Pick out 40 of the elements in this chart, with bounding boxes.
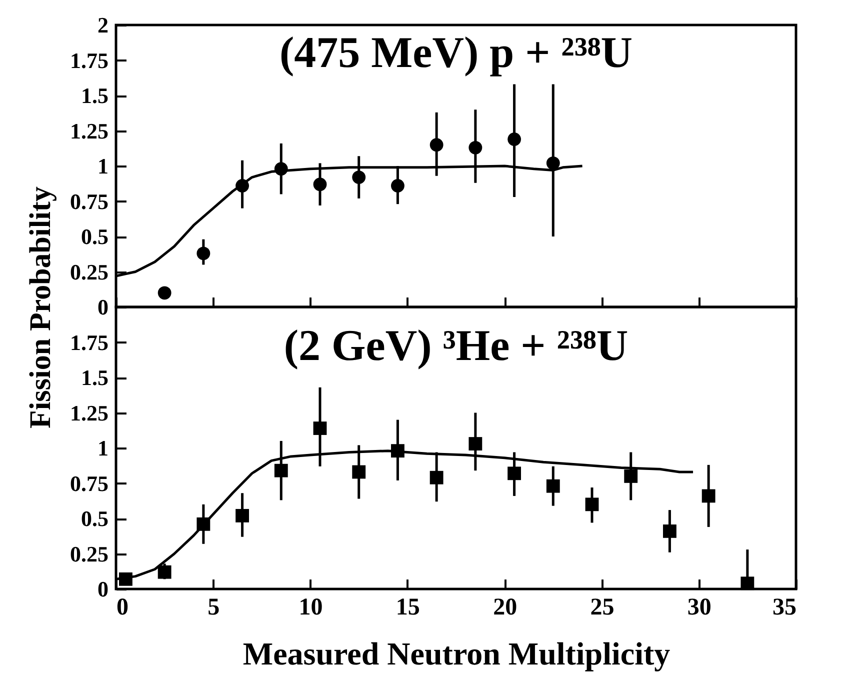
point [391, 179, 404, 192]
y-tick-label: 0.75 [70, 188, 108, 214]
point [196, 246, 210, 260]
y-tick-label: 0.25 [70, 259, 108, 284]
y-tick-label: 1.25 [70, 400, 108, 426]
point [313, 178, 327, 192]
x-tick-label: 15 [396, 594, 420, 620]
y-tick-label: 1.5 [81, 365, 108, 390]
x-tick-label: 35 [772, 594, 796, 620]
x-axis-title: Measured Neutron Multiplicity [242, 636, 670, 672]
point [508, 132, 521, 146]
x-tick-label: 30 [687, 594, 712, 620]
y-tick-label: 2 [98, 12, 108, 38]
x-tick-label: 5 [208, 594, 220, 620]
point [236, 179, 249, 192]
y-tick-label: 0.25 [70, 541, 108, 566]
x-tick-label: 20 [493, 594, 518, 620]
chart-title: (2 GeV) ³He + ²³⁸U [284, 321, 628, 370]
y-tick-label: 0.5 [81, 506, 108, 531]
y-tick-label: 0.75 [70, 470, 108, 496]
x-tick-label: 25 [590, 594, 614, 620]
y-tick-label: 1.25 [70, 118, 108, 144]
point [158, 286, 172, 300]
y-tick-label: 1 [98, 436, 108, 460]
y-tick-label: 1 [98, 154, 108, 178]
point [546, 156, 560, 170]
x-tick-label: 10 [298, 594, 323, 620]
y-axis-title: Fission Probability [24, 186, 57, 428]
x-tick-label: 0 [116, 594, 128, 620]
y-tick-label: 0 [98, 576, 108, 602]
point [468, 140, 482, 154]
point [274, 162, 288, 176]
point [352, 170, 366, 184]
chart-title: (475 MeV) p + ²³⁸U [279, 28, 633, 77]
point [430, 138, 444, 152]
y-tick-label: 1.75 [70, 48, 108, 73]
y-tick-label: 0.5 [81, 224, 108, 249]
y-tick-label: 1.75 [70, 330, 108, 355]
y-tick-label: 0 [98, 294, 108, 320]
y-tick-label: 1.5 [81, 83, 108, 108]
